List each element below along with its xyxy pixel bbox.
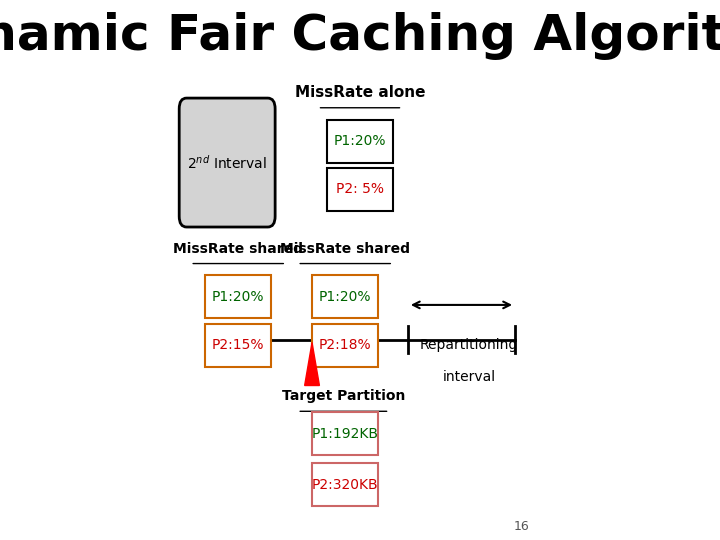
Text: interval: interval — [442, 370, 495, 384]
Text: MissRate shared: MissRate shared — [280, 241, 410, 255]
Text: P1:20%: P1:20% — [212, 290, 264, 304]
Text: P2:18%: P2:18% — [319, 338, 372, 352]
Text: MissRate alone: MissRate alone — [294, 85, 426, 100]
Text: MissRate shared: MissRate shared — [174, 241, 303, 255]
FancyBboxPatch shape — [312, 275, 379, 319]
Polygon shape — [305, 342, 320, 386]
Text: P2:320KB: P2:320KB — [312, 478, 379, 492]
Text: P1:20%: P1:20% — [334, 134, 386, 148]
Text: P1:192KB: P1:192KB — [312, 427, 379, 441]
FancyBboxPatch shape — [179, 98, 275, 227]
Text: Repartitioning: Repartitioning — [420, 338, 518, 352]
Text: P2:15%: P2:15% — [212, 338, 264, 352]
Text: 16: 16 — [514, 520, 530, 533]
FancyBboxPatch shape — [327, 168, 393, 211]
FancyBboxPatch shape — [312, 463, 379, 507]
Text: Dynamic Fair Caching Algorithm: Dynamic Fair Caching Algorithm — [0, 12, 720, 60]
Text: P1:20%: P1:20% — [319, 290, 372, 304]
FancyBboxPatch shape — [205, 323, 271, 367]
Text: P2: 5%: P2: 5% — [336, 183, 384, 197]
Text: $2^{nd}$ Interval: $2^{nd}$ Interval — [187, 153, 267, 172]
Text: Target Partition: Target Partition — [282, 389, 405, 403]
FancyBboxPatch shape — [205, 275, 271, 319]
FancyBboxPatch shape — [312, 323, 379, 367]
FancyBboxPatch shape — [312, 413, 379, 455]
FancyBboxPatch shape — [327, 119, 393, 163]
